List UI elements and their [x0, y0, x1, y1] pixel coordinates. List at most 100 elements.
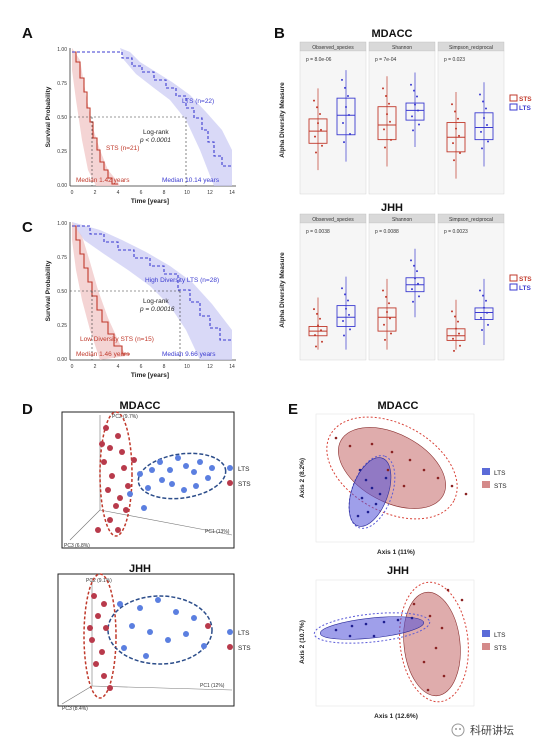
scatter-point — [440, 626, 444, 630]
scatter-point — [356, 514, 360, 518]
scatter-point — [364, 478, 368, 482]
scatter-point — [201, 643, 207, 649]
facet-pvalue: p = 0.0088 — [375, 229, 399, 235]
scatter-point — [390, 450, 394, 454]
scatter-point — [191, 469, 197, 475]
panel-c-km-plot: 1.00 0.75 0.50 0.25 0.00 0 2 4 6 8 10 12… — [45, 221, 236, 379]
scatter-point — [334, 628, 338, 632]
facet-pvalue: p = 0.0023 — [444, 229, 468, 235]
scatter-point — [386, 468, 390, 472]
svg-text:LTS: LTS — [238, 466, 250, 473]
scatter-point — [137, 605, 143, 611]
scatter-point — [382, 620, 386, 624]
panel-a-logrank: Log-rank — [143, 129, 169, 136]
facet-label: Observed_species — [312, 45, 354, 51]
panel-c-lts-label: High Diversity LTS (n=28) — [145, 277, 219, 284]
panel-a-lts-label: LTS (n=22) — [182, 98, 214, 105]
facet-label: Simpson_reciprocal — [449, 45, 493, 51]
svg-text:PC1 (12%): PC1 (12%) — [200, 683, 225, 689]
svg-text:10: 10 — [184, 364, 190, 370]
scatter-point — [147, 629, 153, 635]
d-mdacc-lts-ellipse — [137, 452, 227, 500]
panel-d-mdacc-frame — [61, 411, 235, 549]
scatter-point — [141, 505, 147, 511]
scatter-point — [358, 468, 362, 472]
svg-text:6: 6 — [140, 364, 143, 370]
panel-e-legend-mdacc: LTS STS — [482, 468, 507, 490]
panel-c-sts-label: Low Diversity STS (n=15) — [80, 336, 154, 343]
scatter-point — [87, 625, 93, 631]
svg-text:LTS: LTS — [494, 632, 506, 639]
scatter-point — [131, 457, 137, 463]
facet-pvalue: p = 0.023 — [444, 57, 465, 63]
scatter-point — [143, 653, 149, 659]
panel-d-letter: D — [22, 401, 33, 418]
panel-a-median-lts: Median 10.14 years — [162, 177, 220, 184]
scatter-point — [348, 444, 352, 448]
scatter-point — [205, 623, 211, 629]
panel-c-median-sts: Median 1.46 years — [76, 351, 130, 358]
scatter-point — [115, 433, 121, 439]
scatter-point — [384, 476, 388, 480]
svg-text:STS: STS — [519, 276, 532, 283]
d-jhh-points — [87, 593, 211, 691]
scatter-point — [157, 459, 163, 465]
e-jhh-xlabel: Axis 1 (12.6%) — [374, 713, 418, 720]
svg-text:12: 12 — [207, 364, 213, 370]
scatter-point — [145, 485, 151, 491]
scatter-point — [464, 492, 468, 496]
high-diversity-lts-curve — [72, 225, 232, 341]
scatter-point — [119, 449, 125, 455]
low-diversity-sts-curve — [72, 225, 130, 355]
svg-text:8: 8 — [163, 364, 166, 370]
panel-c-y-title: Survival Probability — [45, 260, 52, 321]
scatter-point — [428, 614, 432, 618]
scatter-point — [99, 649, 105, 655]
svg-text:0: 0 — [71, 190, 74, 196]
scatter-point — [129, 623, 135, 629]
facet-pvalue: p = 0.0038 — [306, 229, 330, 235]
scatter-point — [422, 468, 426, 472]
facet-label: Observed_species — [312, 217, 354, 223]
scatter-point — [101, 459, 107, 465]
scatter-point — [370, 486, 374, 490]
svg-text:10: 10 — [184, 190, 190, 196]
lts-confidence-band — [120, 48, 232, 186]
scatter-point — [113, 503, 119, 509]
scatter-point — [408, 458, 412, 462]
scatter-point — [167, 467, 173, 473]
scatter-point — [89, 637, 95, 643]
scatter-point — [372, 634, 376, 638]
scatter-point — [426, 688, 430, 692]
scatter-point — [446, 588, 450, 592]
panel-c-pvalue: p = 0.00016 — [139, 306, 175, 313]
scatter-point — [334, 436, 338, 440]
panel-a-letter: A — [22, 25, 33, 42]
svg-text:STS: STS — [494, 645, 507, 652]
scatter-point — [434, 646, 438, 650]
scatter-point — [410, 616, 414, 620]
svg-text:STS: STS — [238, 645, 251, 652]
scatter-point — [107, 445, 113, 451]
svg-text:STS: STS — [494, 483, 507, 490]
facet-label: Shannon — [392, 217, 412, 223]
scatter-point — [95, 613, 101, 619]
svg-text:LTS: LTS — [519, 285, 531, 292]
svg-text:PC1 (13%): PC1 (13%) — [205, 529, 230, 535]
svg-text:0.50: 0.50 — [57, 289, 67, 295]
panel-a-pvalue: p < 0.0001 — [139, 137, 171, 144]
sts-survival-curve — [72, 51, 118, 185]
watermark: 科研讲坛 — [451, 723, 514, 737]
scatter-point — [191, 615, 197, 621]
scatter-point — [107, 685, 113, 691]
svg-text:1.00: 1.00 — [57, 47, 67, 53]
panel-a-median-sts: Median 1.42 years — [76, 177, 130, 184]
scatter-point — [412, 602, 416, 606]
panel-e-letter: E — [288, 401, 298, 418]
scatter-point — [95, 527, 101, 533]
scatter-point — [205, 475, 211, 481]
scatter-point — [117, 495, 123, 501]
svg-text:0.50: 0.50 — [57, 115, 67, 121]
scatter-point — [374, 502, 378, 506]
scatter-point — [115, 527, 121, 533]
